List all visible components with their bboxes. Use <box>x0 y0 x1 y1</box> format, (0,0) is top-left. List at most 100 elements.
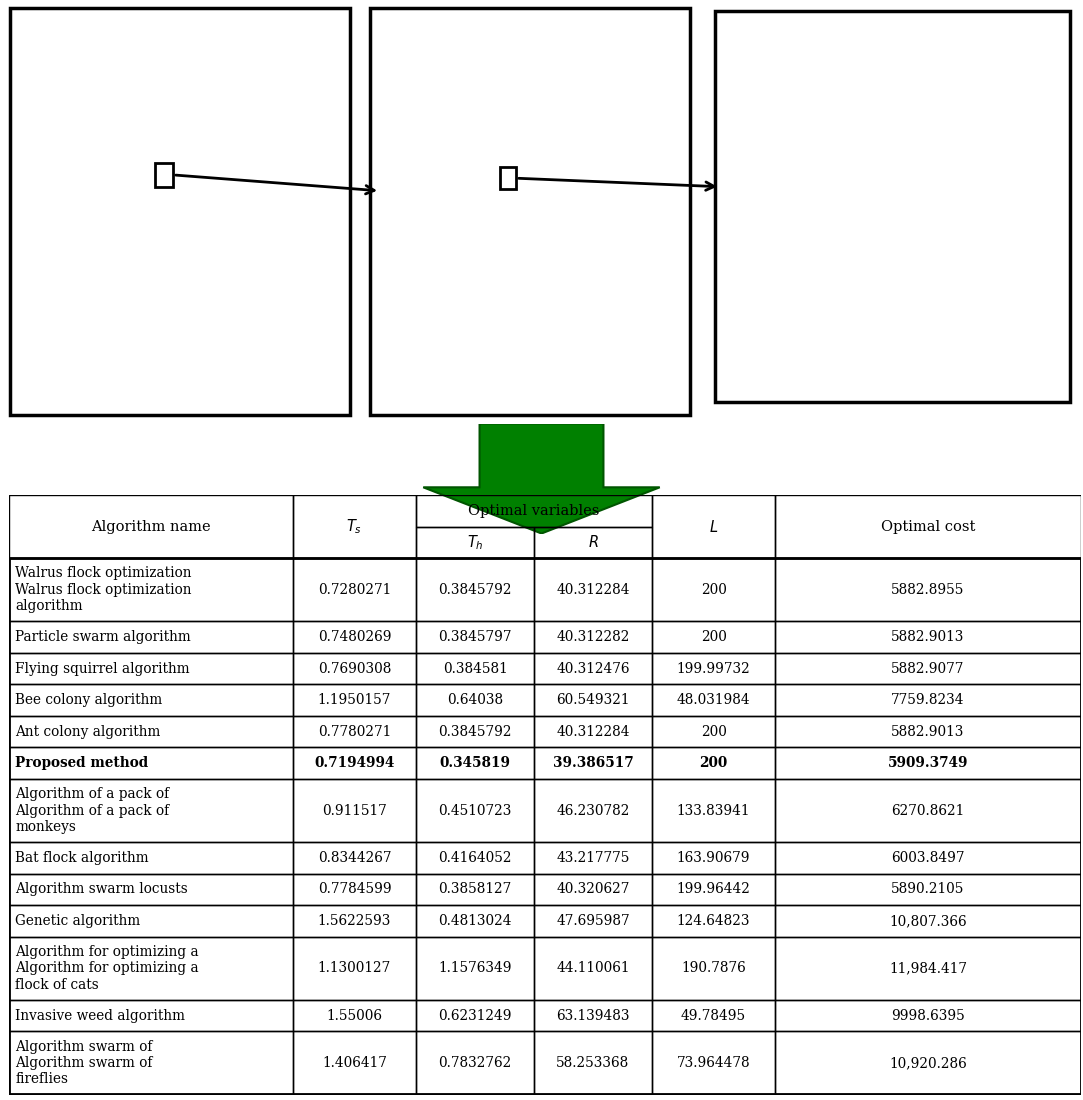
Polygon shape <box>982 275 993 285</box>
Polygon shape <box>521 91 530 100</box>
Polygon shape <box>563 290 573 299</box>
Text: 1.5622593: 1.5622593 <box>317 914 391 928</box>
Polygon shape <box>535 128 545 136</box>
Polygon shape <box>559 155 577 173</box>
Bar <box>500 167 516 189</box>
Polygon shape <box>200 333 210 342</box>
Polygon shape <box>635 290 644 299</box>
Bar <box>9 905 292 937</box>
Polygon shape <box>573 200 583 209</box>
Polygon shape <box>80 256 90 266</box>
Polygon shape <box>170 352 180 362</box>
Polygon shape <box>300 352 310 362</box>
Polygon shape <box>65 276 75 285</box>
Polygon shape <box>951 174 962 184</box>
Polygon shape <box>180 123 190 133</box>
Polygon shape <box>567 290 577 299</box>
Polygon shape <box>856 154 866 164</box>
Polygon shape <box>426 263 444 282</box>
Polygon shape <box>478 273 487 282</box>
Polygon shape <box>824 326 834 336</box>
Polygon shape <box>205 305 216 314</box>
Polygon shape <box>962 224 971 234</box>
Polygon shape <box>929 295 940 305</box>
Polygon shape <box>834 345 845 355</box>
Polygon shape <box>110 238 120 248</box>
Polygon shape <box>967 194 977 205</box>
Bar <box>416 558 534 622</box>
Polygon shape <box>225 314 235 323</box>
Bar <box>416 873 534 905</box>
Polygon shape <box>856 345 866 355</box>
Polygon shape <box>310 352 319 362</box>
Polygon shape <box>887 53 898 63</box>
Polygon shape <box>382 336 392 344</box>
Bar <box>775 495 1081 558</box>
Polygon shape <box>435 327 444 336</box>
Polygon shape <box>75 248 84 256</box>
Text: Algorithm swarm locusts: Algorithm swarm locusts <box>15 882 187 896</box>
Polygon shape <box>516 191 525 200</box>
Bar <box>9 621 292 652</box>
Polygon shape <box>454 200 464 209</box>
Text: Algorithm for optimizing a: Algorithm for optimizing a <box>15 961 198 976</box>
Polygon shape <box>940 265 951 275</box>
Polygon shape <box>775 315 786 326</box>
Polygon shape <box>130 162 140 170</box>
Polygon shape <box>573 164 583 173</box>
Text: 44.110061: 44.110061 <box>557 961 629 976</box>
Polygon shape <box>205 352 216 362</box>
Polygon shape <box>673 344 682 354</box>
Text: 0.4510723: 0.4510723 <box>439 803 512 817</box>
Polygon shape <box>999 355 1009 365</box>
Polygon shape <box>819 184 839 205</box>
Polygon shape <box>397 308 406 318</box>
Polygon shape <box>300 295 310 305</box>
Polygon shape <box>819 265 839 285</box>
Polygon shape <box>882 194 892 205</box>
Polygon shape <box>516 91 525 100</box>
Polygon shape <box>872 94 882 103</box>
Bar <box>775 684 1081 716</box>
Polygon shape <box>225 162 235 170</box>
Polygon shape <box>1052 355 1062 365</box>
Polygon shape <box>135 133 145 142</box>
Polygon shape <box>60 314 70 323</box>
Polygon shape <box>506 110 516 119</box>
Polygon shape <box>999 326 1041 365</box>
Text: 6270.8621: 6270.8621 <box>891 803 965 817</box>
Polygon shape <box>945 315 956 326</box>
Polygon shape <box>125 352 135 362</box>
Polygon shape <box>497 344 506 354</box>
Polygon shape <box>135 295 145 305</box>
Polygon shape <box>866 164 876 174</box>
Polygon shape <box>828 164 872 205</box>
Polygon shape <box>155 95 165 104</box>
Polygon shape <box>382 344 392 354</box>
Polygon shape <box>834 194 845 205</box>
Polygon shape <box>839 133 850 143</box>
Bar <box>416 527 534 558</box>
Polygon shape <box>84 228 95 238</box>
Polygon shape <box>792 234 803 244</box>
Polygon shape <box>545 110 553 119</box>
Polygon shape <box>587 236 597 245</box>
Polygon shape <box>1030 345 1052 365</box>
Text: 6003.8497: 6003.8497 <box>891 851 965 865</box>
Polygon shape <box>1030 355 1041 365</box>
Polygon shape <box>583 245 591 254</box>
Polygon shape <box>464 236 473 245</box>
Polygon shape <box>190 85 200 95</box>
Text: 0.7780271: 0.7780271 <box>317 725 391 738</box>
Bar <box>292 558 416 622</box>
Polygon shape <box>1004 315 1015 326</box>
Bar <box>652 716 775 747</box>
Polygon shape <box>270 342 290 362</box>
Polygon shape <box>195 95 205 104</box>
Bar <box>534 937 652 1000</box>
Polygon shape <box>786 244 828 285</box>
Polygon shape <box>285 276 295 285</box>
Polygon shape <box>130 352 140 362</box>
Polygon shape <box>861 345 882 365</box>
Polygon shape <box>797 234 808 244</box>
